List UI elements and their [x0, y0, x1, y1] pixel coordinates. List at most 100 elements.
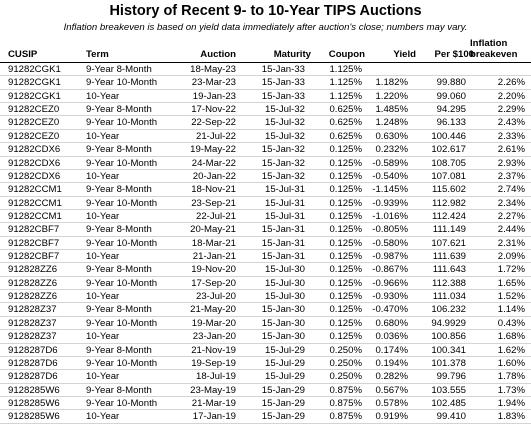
cell-coupon: 0.625% — [329, 117, 362, 129]
cell-breakeven: 2.37% — [497, 170, 525, 182]
cell-auction: 17-Jan-19 — [192, 411, 236, 423]
cell-cusip: 9128287D6 — [8, 357, 58, 369]
cell-maturity: 15-Jul-30 — [265, 291, 305, 303]
cell-maturity: 15-Jul-29 — [265, 371, 305, 383]
cell-breakeven: 1.68% — [497, 331, 525, 343]
table-row: 912828ZZ6 9-Year 8-Month 19-Nov-20 15-Jul-3… — [0, 263, 531, 277]
cell-breakeven: 2.31% — [497, 237, 525, 249]
cell-auction: 18-Nov-21 — [191, 184, 236, 196]
cell-maturity: 15-Jan-33 — [261, 90, 305, 102]
table-row: 91282CGK1 9-Year 8-Month 18-May-23 15-Jan-3… — [0, 63, 531, 77]
cell-maturity: 15-Jan-33 — [261, 77, 305, 89]
cell-yield: 0.567% — [375, 384, 408, 396]
cell-cusip: 91282CGK1 — [8, 77, 61, 89]
cell-per100: 101.378 — [431, 357, 466, 369]
cell-cusip: 91282CDX6 — [8, 157, 61, 169]
cell-breakeven: 2.26% — [497, 77, 525, 89]
cell-yield: 1.220% — [375, 90, 408, 102]
cell-auction: 21-Mar-19 — [191, 397, 236, 409]
cell-cusip: 9128285W6 — [8, 397, 60, 409]
table-row: 9128285W6 9-Year 8-Month 23-May-19 15-Jan-2… — [0, 384, 531, 397]
cell-cusip: 912828ZZ6 — [8, 264, 58, 276]
cell-maturity: 15-Jul-32 — [265, 117, 305, 129]
cell-per100: 107.621 — [431, 237, 466, 249]
cell-coupon: 0.250% — [329, 344, 362, 356]
cell-yield: 0.194% — [375, 357, 408, 369]
cell-auction: 22-Jul-21 — [196, 210, 236, 222]
cell-coupon: 0.250% — [329, 371, 362, 383]
cell-breakeven: 2.93% — [497, 157, 525, 169]
cell-maturity: 15-Jul-29 — [265, 357, 305, 369]
cell-maturity: 15-Jan-29 — [261, 384, 305, 396]
cell-cusip: 912828Z37 — [8, 304, 57, 316]
cell-coupon: 0.125% — [329, 210, 362, 222]
col-header-coupon: Coupon — [328, 49, 365, 60]
cell-per100: 94.295 — [436, 104, 466, 116]
cell-per100: 112.388 — [432, 277, 466, 289]
cell-auction: 19-Jan-23 — [192, 90, 236, 102]
cell-term: 9-Year 10-Month — [86, 317, 158, 329]
cell-per100: 99.060 — [436, 90, 466, 102]
table-row: 91282CBF7 9-Year 8-Month 20-May-21 15-Jan-3… — [0, 223, 531, 237]
cell-maturity: 15-Jan-30 — [261, 331, 305, 343]
cell-breakeven: 2.33% — [497, 130, 525, 142]
cell-breakeven: 2.43% — [497, 117, 525, 129]
cell-per100: 111.149 — [432, 224, 466, 236]
cell-cusip: 91282CGK1 — [8, 90, 61, 102]
cell-per100: 108.705 — [431, 157, 466, 169]
auction-table-body: 91282CGK1 9-Year 8-Month 18-May-23 15-Jan-3… — [0, 63, 531, 424]
cell-term: 9-Year 8-Month — [86, 64, 152, 75]
table-row: 9128287D6 9-Year 10-Month 19-Sep-19 15-Jul-… — [0, 357, 531, 371]
col-header-breakeven-line2: breakeven — [470, 49, 518, 60]
cell-per100: 103.555 — [431, 384, 466, 396]
cell-coupon: 0.125% — [329, 251, 362, 263]
cell-coupon: 0.125% — [329, 331, 362, 343]
table-row: 91282CBF7 9-Year 10-Month 18-Mar-21 15-Jan-… — [0, 237, 531, 251]
cell-yield: 0.919% — [375, 411, 408, 423]
cell-auction: 23-Mar-23 — [191, 77, 236, 89]
cell-term: 9-Year 10-Month — [86, 197, 158, 209]
cell-per100: 99.880 — [436, 77, 466, 89]
col-header-maturity: Maturity — [273, 49, 311, 60]
cell-breakeven: 1.83% — [497, 411, 525, 423]
cell-yield: -0.470% — [372, 304, 408, 316]
cell-auction: 19-Mar-20 — [191, 317, 236, 329]
cell-breakeven: 1.94% — [497, 397, 525, 409]
cell-auction: 19-Nov-20 — [191, 264, 236, 276]
table-row: 912828Z37 9-Year 8-Month 21-May-20 15-Jan-3… — [0, 303, 531, 317]
cell-term: 9-Year 10-Month — [86, 117, 158, 129]
cell-yield: -0.580% — [372, 237, 408, 249]
cell-auction: 17-Nov-22 — [191, 104, 236, 116]
col-header-breakeven-line1: Inflation — [470, 38, 508, 49]
cell-auction: 21-Nov-19 — [191, 344, 236, 356]
cell-term: 10-Year — [86, 90, 120, 102]
cell-per100: 102.617 — [431, 144, 466, 156]
cell-per100: 99.410 — [436, 411, 466, 423]
cell-term: 10-Year — [86, 130, 120, 142]
cell-per100: 100.341 — [431, 344, 466, 356]
cell-maturity: 15-Jan-32 — [261, 144, 305, 156]
cell-yield: -0.987% — [372, 251, 408, 263]
cell-term: 10-Year — [86, 331, 120, 343]
cell-cusip: 912828Z37 — [8, 331, 57, 343]
cell-auction: 18-Jul-19 — [196, 371, 236, 383]
cell-term: 9-Year 8-Month — [86, 104, 152, 116]
col-header-yield: Yield — [393, 49, 416, 60]
cell-auction: 23-May-19 — [190, 384, 236, 396]
cell-breakeven: 0.43% — [497, 317, 525, 329]
cell-per100: 106.232 — [431, 304, 466, 316]
cell-breakeven: 2.20% — [497, 90, 525, 102]
cell-coupon: 1.125% — [329, 64, 362, 75]
cell-breakeven: 2.09% — [497, 251, 525, 263]
cell-coupon: 0.125% — [329, 184, 362, 196]
cell-coupon: 0.875% — [329, 397, 362, 409]
cell-term: 9-Year 8-Month — [86, 344, 152, 356]
cell-coupon: 0.125% — [329, 224, 362, 236]
table-row: 91282CCM1 9-Year 10-Month 23-Sep-21 15-Jul-… — [0, 197, 531, 210]
table-row: 91282CGK1 9-Year 10-Month 23-Mar-23 15-Jan-… — [0, 76, 531, 90]
cell-coupon: 0.125% — [329, 144, 362, 156]
cell-per100: 100.856 — [431, 331, 466, 343]
cell-term: 10-Year — [86, 210, 120, 222]
cell-auction: 17-Sep-20 — [191, 277, 236, 289]
